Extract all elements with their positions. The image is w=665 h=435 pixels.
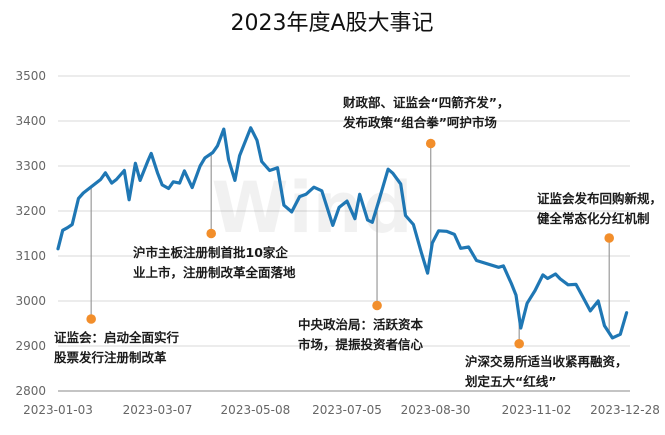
annotation-text: 证监会发布回购新规，	[537, 191, 662, 206]
y-tick-label: 2800	[15, 384, 46, 398]
x-tick-label: 2023-12-28	[590, 403, 660, 417]
annotation-marker	[514, 338, 524, 349]
annotation-text: 沪深交易所适当收紧再融资，	[465, 354, 628, 369]
axes: 2800 2900 3000 3100 3200 3300 3400 3500 2023-01-…	[15, 69, 659, 417]
annotation-text: 沪市主板注册制首批10家企	[133, 245, 288, 260]
annotation-markers	[86, 138, 615, 349]
annotation-text: 股票发行注册制改革	[54, 350, 167, 365]
x-tick-label: 2023-01-03	[23, 403, 93, 417]
y-tick-label: 3000	[15, 294, 46, 308]
y-tick-label: 3100	[15, 249, 46, 263]
gridlines	[58, 75, 630, 347]
y-tick-label: 3200	[15, 204, 46, 218]
y-tick-label: 3400	[15, 114, 46, 128]
x-tick-label: 2023-07-05	[312, 403, 382, 417]
annotation-text: 市场，提振投资者信心	[298, 337, 424, 352]
annotation-marker	[425, 138, 436, 149]
annotation-marker	[206, 228, 217, 239]
x-tick-label: 2023-03-07	[123, 403, 193, 417]
annotation-text: 业上市，注册制改革全面落地	[133, 265, 296, 280]
annotation-marker	[372, 300, 382, 311]
annotation-text: 发布政策“组合拳”呵护市场	[342, 115, 497, 130]
series-line	[56, 126, 629, 340]
x-tick-label: 2023-05-08	[221, 403, 291, 417]
y-tick-label: 2900	[15, 339, 46, 353]
annotation-text: 划定五大“红线”	[465, 374, 556, 389]
chart-title: 2023年度A股大事记	[230, 11, 433, 36]
annotation-text: 中央政治局：活跃资本	[298, 317, 424, 332]
series-layer	[56, 126, 629, 340]
annotation-text: 证监会：启动全面实行	[54, 330, 180, 345]
annotation-marker	[604, 233, 615, 243]
annotation-marker	[86, 314, 96, 324]
y-tick-label: 3500	[15, 69, 46, 83]
annotation-text: 健全常态化分红机制	[537, 211, 650, 226]
annotation-text: 财政部、证监会“四箭齐发”，	[342, 95, 509, 110]
y-tick-label: 3300	[15, 159, 46, 173]
x-tick-label: 2023-11-02	[502, 403, 572, 417]
watermark: Wind	[211, 167, 412, 249]
x-tick-label: 2023-08-30	[401, 403, 471, 417]
